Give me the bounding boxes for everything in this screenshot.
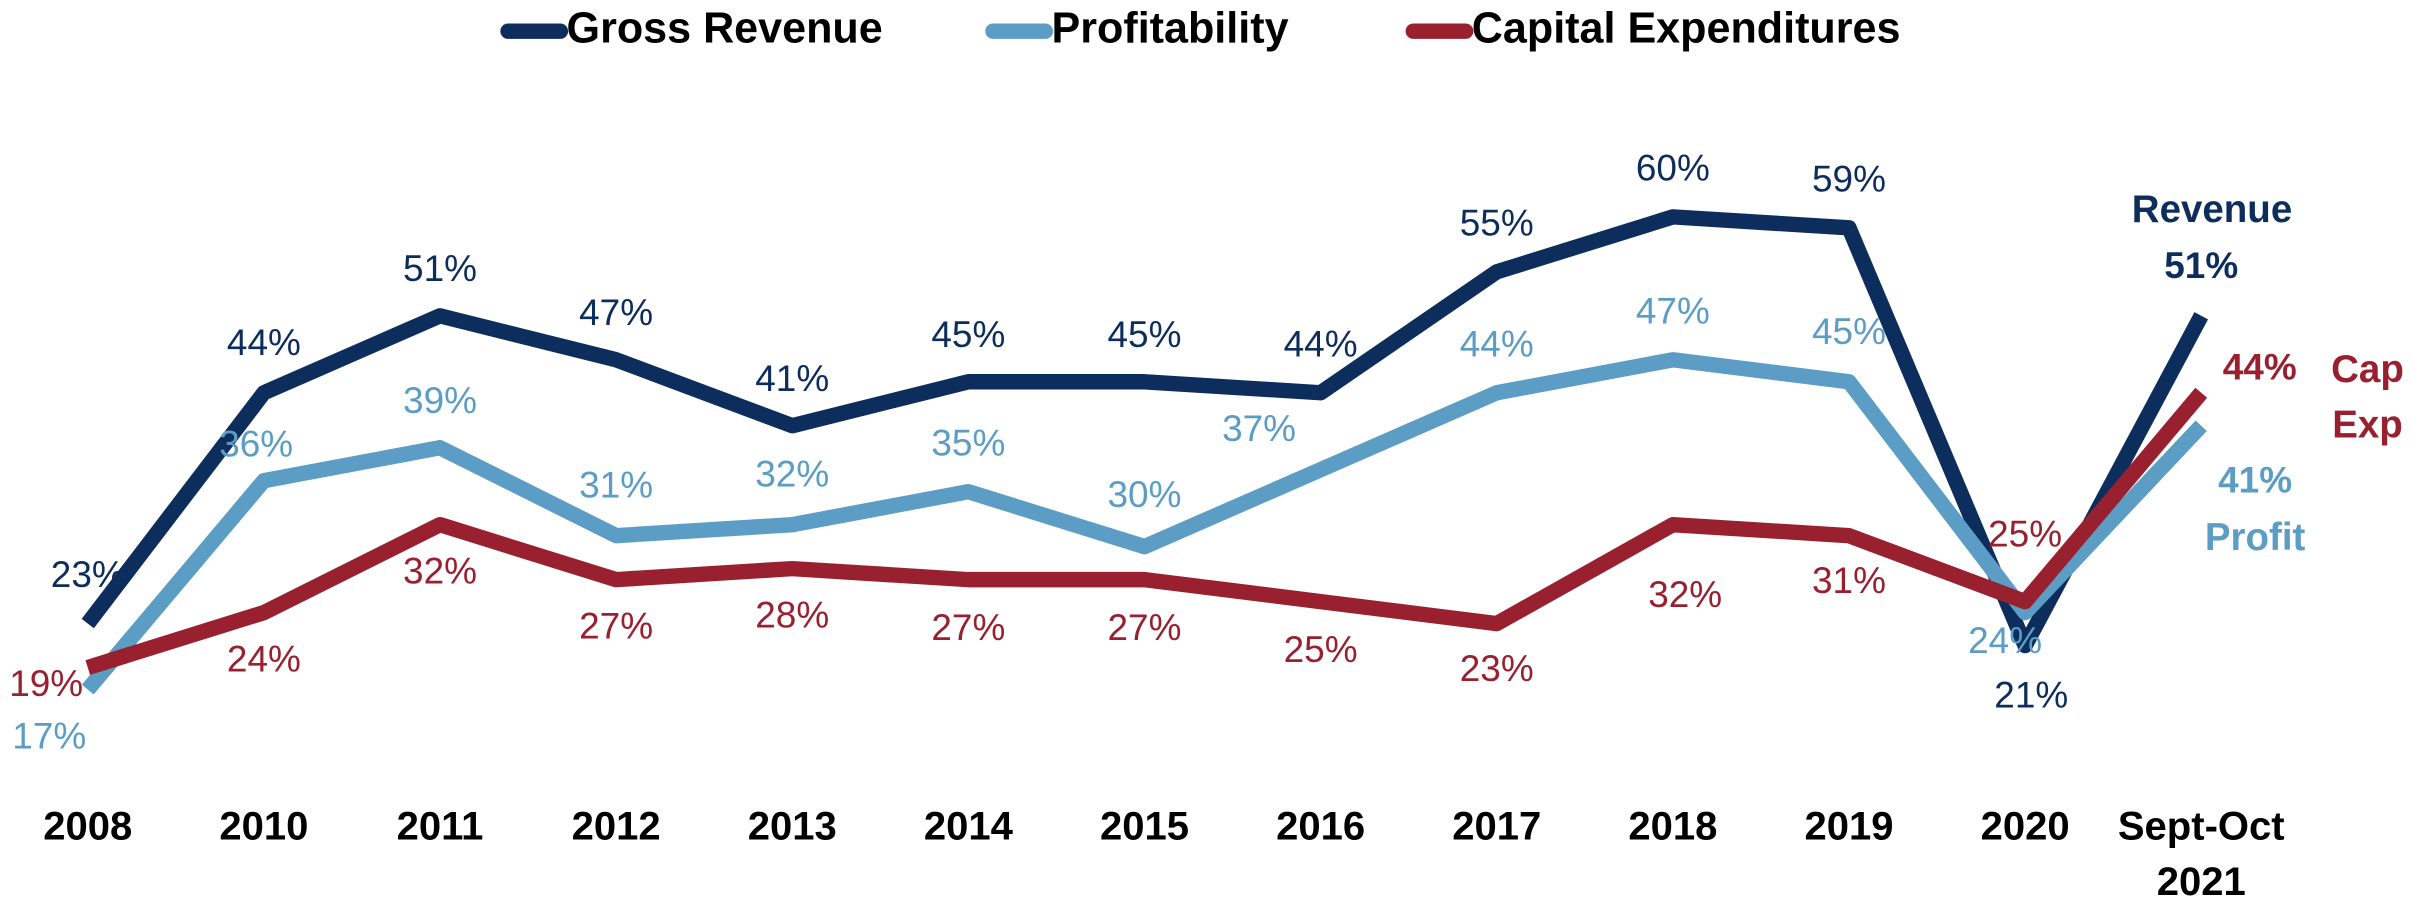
data-label: 59% — [1812, 158, 1886, 199]
legend-label: Profitability — [1052, 5, 1289, 53]
data-label: 41% — [755, 358, 829, 399]
x-tick-label: 2013 — [747, 802, 837, 849]
data-label: 27% — [579, 606, 653, 647]
data-label: 44% — [1284, 323, 1358, 364]
x-tick-label-box: 2012 — [571, 802, 661, 849]
data-label: 25% — [1988, 514, 2062, 555]
x-tick-label: 2017 — [1452, 802, 1542, 849]
x-tick-label: 2008 — [43, 802, 133, 849]
end-label-box: Profit — [2204, 516, 2306, 560]
data-label: 31% — [579, 465, 653, 506]
data-label: 44% — [2223, 346, 2297, 387]
x-tick-label: 2012 — [571, 802, 661, 849]
data-label: 60% — [1636, 147, 1710, 188]
x-tick-label-box: 2011 — [396, 802, 484, 849]
data-label: 32% — [1648, 574, 1722, 615]
data-label: 23% — [51, 554, 125, 595]
data-label: 44% — [1460, 323, 1534, 364]
data-label: 35% — [931, 422, 1005, 463]
data-label: 44% — [227, 322, 301, 363]
data-label: 36% — [219, 424, 293, 465]
series-line — [81, 209, 2209, 654]
x-tick-label: 2010 — [219, 802, 309, 849]
x-tick-label-box: 2014 — [923, 802, 1013, 849]
x-tick-label-box: 2018 — [1628, 802, 1718, 849]
x-tick-label-box: 2016 — [1276, 802, 1366, 849]
data-label: 27% — [931, 607, 1005, 648]
data-label: 31% — [1812, 560, 1886, 601]
x-tick-label: 2014 — [923, 802, 1013, 849]
data-label: 28% — [755, 595, 829, 636]
end-label: Cap Exp — [2331, 348, 2404, 447]
data-label: 51% — [2164, 245, 2238, 286]
data-label: 47% — [1636, 290, 1710, 331]
x-tick-label-box: 2008 — [43, 802, 133, 849]
data-label: 37% — [1222, 408, 1296, 449]
x-tick-label: 2016 — [1276, 802, 1366, 849]
data-label: 45% — [931, 314, 1005, 355]
data-label: 23% — [1460, 648, 1534, 689]
data-label: 25% — [1284, 629, 1358, 670]
x-tick-label: 2015 — [1099, 802, 1190, 849]
data-label: 45% — [1812, 311, 1886, 352]
data-label: 45% — [1108, 314, 1182, 355]
end-label: Revenue — [2131, 188, 2293, 232]
series-line — [85, 387, 2208, 675]
data-label: 39% — [403, 380, 477, 421]
x-tick-label-box: Sept-Oct 2021 — [2117, 802, 2285, 903]
data-label: 47% — [579, 292, 653, 333]
data-label: 32% — [755, 454, 829, 495]
x-tick-label-box: 2019 — [1804, 802, 1894, 849]
x-tick-label: 2020 — [1980, 802, 2070, 849]
end-label-box: Revenue — [2131, 188, 2293, 232]
data-label: 21% — [1994, 675, 2068, 716]
data-label: 30% — [1108, 474, 1182, 515]
data-label: 32% — [403, 551, 477, 592]
end-label: Profit — [2204, 516, 2306, 560]
x-tick-label-box: 2015 — [1099, 802, 1190, 849]
x-tick-label-box: 2020 — [1980, 802, 2070, 849]
data-label: 17% — [12, 716, 86, 757]
data-label: 55% — [1460, 202, 1534, 243]
x-tick-label-box: 2010 — [219, 802, 309, 849]
data-label: 24% — [1968, 620, 2042, 661]
x-tick-label-box: 2013 — [747, 802, 837, 849]
x-tick-label: 2018 — [1628, 802, 1718, 849]
x-tick-label: 2011 — [396, 802, 484, 849]
legend-label: Gross Revenue — [567, 5, 883, 53]
x-tick-label-box: 2017 — [1452, 802, 1542, 849]
end-label-box: Cap Exp — [2331, 348, 2404, 447]
data-label: 24% — [227, 639, 301, 680]
data-label: 51% — [403, 248, 477, 289]
legend-label: Capital Expenditures — [1472, 5, 1901, 53]
x-tick-label: 2019 — [1804, 802, 1894, 849]
x-tick-label: Sept-Oct 2021 — [2117, 802, 2285, 903]
series-line — [81, 352, 2207, 695]
data-label: 19% — [9, 663, 83, 704]
data-label: 27% — [1108, 607, 1182, 648]
data-label: 41% — [2218, 459, 2292, 500]
